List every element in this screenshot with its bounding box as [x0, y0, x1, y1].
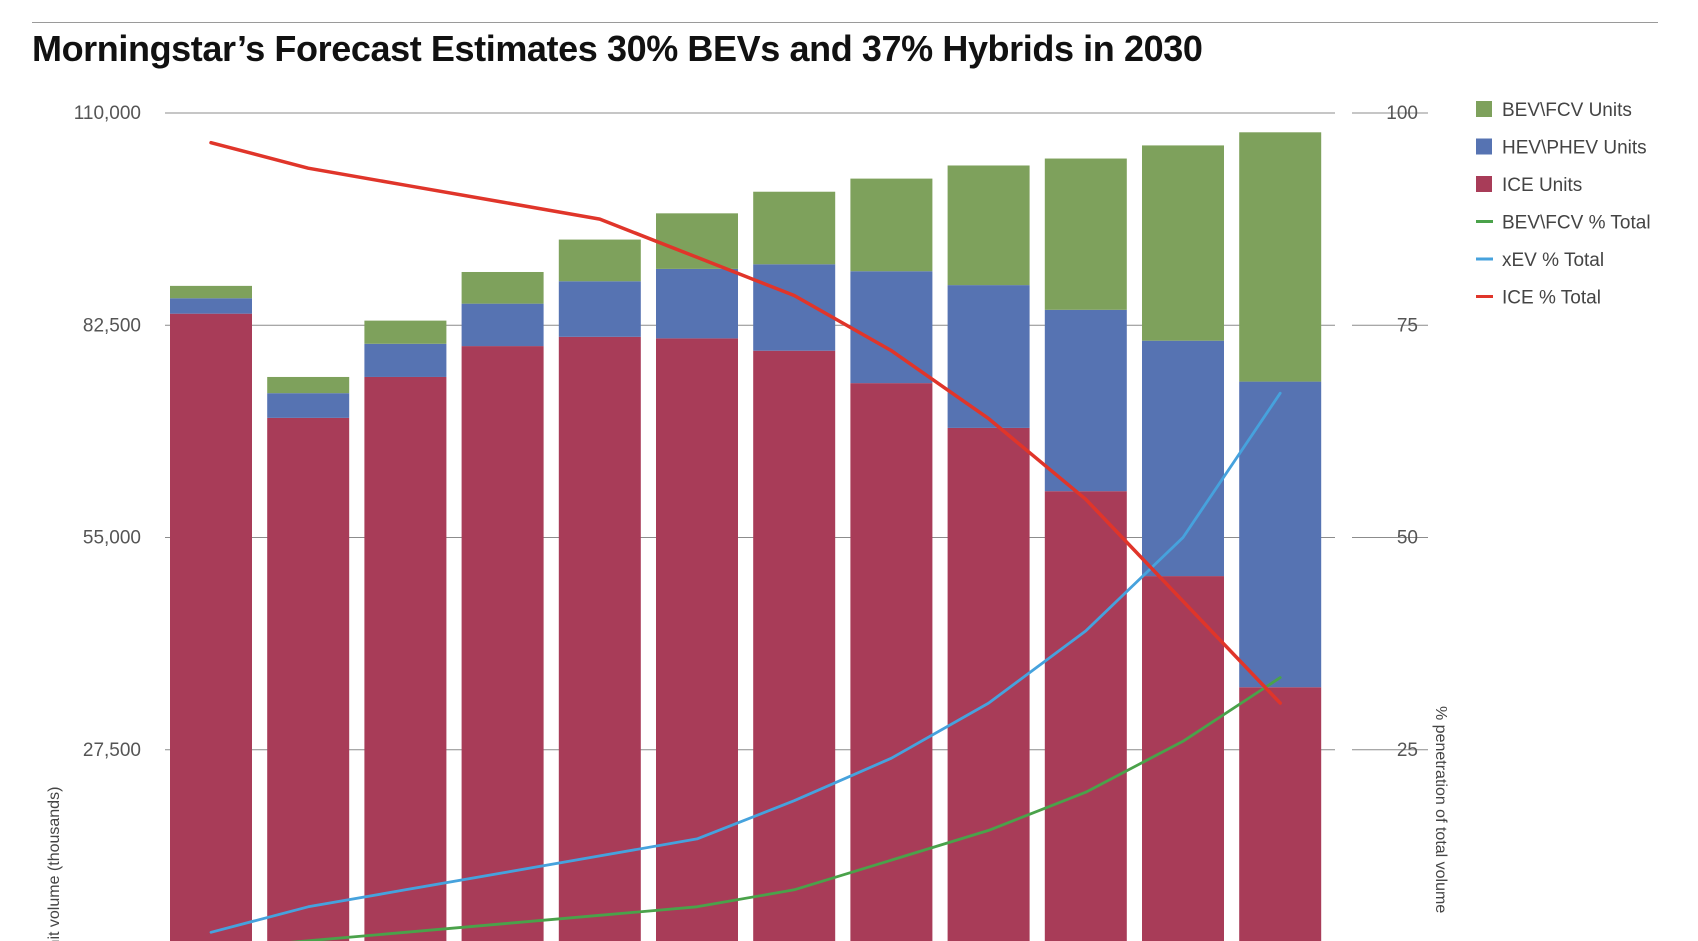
bar-bev-fcv-units [656, 213, 738, 269]
bar-hev-phev-units [947, 285, 1030, 428]
right-tick-label: 75 [1397, 315, 1418, 336]
bar-bev-fcv-units [170, 285, 252, 299]
left-tick-label: 110,000 [74, 103, 141, 124]
legend-item: BEV\FCV Units [1476, 100, 1632, 121]
chart-title: Morningstar’s Forecast Estimates 30% BEV… [32, 28, 1203, 69]
legend-swatch [1476, 101, 1492, 117]
legend: BEV\FCV Units HEV\PHEV Units ICE Units BEV\… [1476, 100, 1651, 309]
bar-bev-fcv-units [1044, 158, 1127, 310]
bar-ice-units [753, 350, 836, 941]
legend-item: ICE % Total [1476, 288, 1601, 309]
bar-hev-phev-units [1239, 381, 1322, 688]
bar-bev-fcv-units [947, 165, 1030, 286]
right-tick-label: 50 [1397, 528, 1418, 549]
bar-hev-phev-units [1142, 340, 1224, 577]
bar-hev-phev-units [1044, 309, 1127, 492]
bar-hev-phev-units [753, 264, 836, 351]
legend-item: BEV\FCV % Total [1476, 213, 1651, 234]
bar-bev-fcv-units [850, 178, 933, 272]
legend-swatch [1476, 138, 1492, 155]
bar-ice-units [1239, 687, 1322, 941]
legend-label: HEV\PHEV Units [1502, 138, 1647, 159]
bar-bev-fcv-units [267, 376, 350, 394]
bar-bev-fcv-units [461, 271, 544, 304]
bar-bev-fcv-units [1239, 132, 1322, 382]
bar-bev-fcv-units [1142, 145, 1224, 341]
bar-hev-phev-units [364, 343, 447, 377]
line-ice-total [209, 140, 1282, 705]
legend-label: xEV % Total [1502, 250, 1604, 271]
left-tick-label: 55,000 [83, 528, 141, 549]
legend-label: ICE Units [1502, 175, 1582, 196]
lines-layer [209, 140, 1282, 941]
bar-bev-fcv-units [558, 239, 641, 282]
bar-ice-units [656, 338, 738, 941]
line-xev-total [209, 391, 1282, 934]
bar-hev-phev-units [656, 268, 738, 339]
left-tick-label: 27,500 [83, 740, 141, 761]
bars-layer [170, 132, 1322, 941]
legend-item: ICE Units [1476, 175, 1582, 196]
right-tick-label: 100 [1386, 103, 1418, 124]
left-tick-label: 82,500 [83, 315, 141, 336]
left-axis-title: Unit volume (thousands) [46, 787, 63, 941]
bar-ice-units [558, 336, 641, 941]
bar-bev-fcv-units [364, 320, 447, 344]
bar-ice-units [1142, 576, 1224, 941]
bar-ice-units [461, 346, 544, 941]
bar-bev-fcv-units [753, 191, 836, 265]
bar-ice-units [267, 417, 350, 941]
legend-label: BEV\FCV Units [1502, 100, 1632, 121]
top-rule [32, 22, 1658, 23]
right-tick-label: 25 [1397, 740, 1418, 761]
bar-ice-units [947, 427, 1030, 941]
legend-item: xEV % Total [1476, 250, 1604, 271]
bar-hev-phev-units [558, 281, 641, 337]
bar-hev-phev-units [461, 303, 544, 347]
legend-label: BEV\FCV % Total [1502, 213, 1651, 234]
bar-hev-phev-units [267, 393, 350, 418]
bar-ice-units [364, 376, 447, 941]
bar-ice-units [1044, 491, 1127, 941]
bar-ice-units [170, 313, 252, 941]
bar-hev-phev-units [170, 298, 252, 314]
bar-hev-phev-units [850, 271, 933, 384]
right-axis-title: % penetration of total volume [1432, 706, 1449, 913]
legend-swatch [1476, 176, 1492, 192]
legend-item: HEV\PHEV Units [1476, 138, 1647, 159]
line-bev-fcv-total [289, 676, 1282, 941]
legend-label: ICE % Total [1502, 288, 1601, 309]
bar-ice-units [850, 383, 933, 941]
grid-layer [165, 112, 1428, 751]
